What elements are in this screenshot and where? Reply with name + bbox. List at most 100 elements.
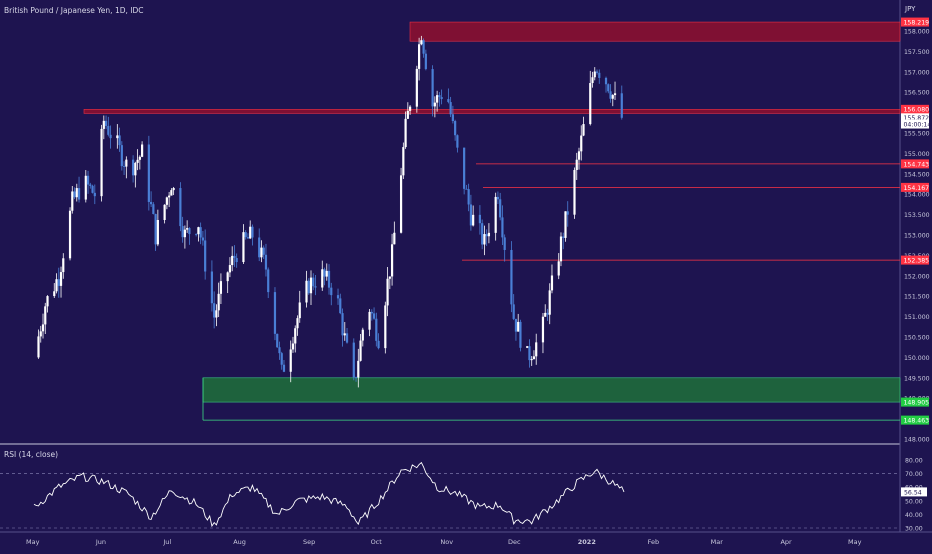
candle[interactable] (201, 231, 205, 246)
candle[interactable] (231, 246, 234, 272)
candle[interactable] (535, 333, 538, 365)
candle[interactable] (449, 96, 452, 118)
candle[interactable] (71, 186, 74, 214)
price-marker-3[interactable]: 04:00:14 (901, 119, 931, 129)
candle[interactable] (138, 155, 141, 170)
candle[interactable] (469, 194, 472, 231)
candle[interactable] (244, 230, 247, 240)
candle[interactable] (104, 115, 108, 130)
rsi-line[interactable] (33, 461, 625, 528)
candle[interactable] (566, 201, 569, 227)
candle[interactable] (345, 327, 349, 344)
candle[interactable] (210, 260, 214, 312)
candle[interactable] (580, 125, 583, 161)
candle[interactable] (546, 308, 549, 321)
candle[interactable] (370, 309, 373, 321)
candle[interactable] (156, 209, 159, 247)
candle[interactable] (607, 83, 610, 94)
candle[interactable] (291, 336, 295, 353)
candle[interactable] (408, 105, 412, 115)
candle[interactable] (598, 69, 601, 84)
candle[interactable] (136, 149, 139, 171)
candle[interactable] (109, 125, 112, 149)
candle[interactable] (503, 234, 506, 262)
candle[interactable] (116, 124, 119, 149)
candle[interactable] (262, 245, 265, 260)
candle[interactable] (73, 187, 76, 200)
candle[interactable] (120, 141, 123, 171)
candle[interactable] (289, 340, 292, 383)
candle[interactable] (438, 92, 441, 107)
candle[interactable] (406, 102, 409, 120)
symbol-title[interactable]: British Pound / Japanese Yen, 1D, IDC (4, 6, 144, 15)
candle[interactable] (422, 38, 425, 58)
candle[interactable] (59, 266, 63, 298)
candle[interactable] (544, 304, 547, 317)
price-marker-4[interactable]: 154.743 (901, 159, 929, 169)
candle[interactable] (562, 232, 565, 250)
candle[interactable] (496, 191, 500, 204)
price-marker-0[interactable]: 158.219 (901, 17, 929, 27)
candle[interactable] (359, 333, 362, 362)
candle[interactable] (456, 134, 459, 153)
candle[interactable] (336, 288, 340, 305)
candle[interactable] (436, 90, 439, 112)
candle[interactable] (352, 338, 355, 381)
candle[interactable] (343, 322, 346, 341)
candle[interactable] (309, 270, 313, 306)
candle[interactable] (375, 312, 378, 347)
candle[interactable] (170, 188, 173, 196)
candle[interactable] (514, 318, 518, 341)
candle[interactable] (228, 257, 232, 278)
candle[interactable] (84, 170, 87, 203)
price-marker-5[interactable]: 154.167 (901, 182, 929, 192)
candle[interactable] (620, 85, 623, 120)
candle[interactable] (528, 339, 531, 368)
candle[interactable] (465, 184, 468, 190)
candle[interactable] (179, 182, 182, 232)
candle[interactable] (589, 70, 592, 126)
candle[interactable] (37, 329, 40, 359)
price-axis[interactable]: 158.000157.500157.000156.500156.000155.5… (901, 17, 931, 444)
candle[interactable] (591, 71, 594, 88)
candle[interactable] (77, 176, 81, 203)
candle[interactable] (321, 260, 324, 291)
candle[interactable] (325, 263, 328, 281)
candle[interactable] (327, 264, 331, 295)
candle[interactable] (384, 301, 387, 354)
candle[interactable] (197, 226, 200, 242)
candle[interactable] (246, 233, 250, 239)
candle[interactable] (517, 313, 520, 332)
candle[interactable] (483, 225, 486, 256)
candle[interactable] (125, 156, 128, 179)
candle[interactable] (307, 278, 310, 295)
candle[interactable] (575, 152, 578, 180)
candle[interactable] (390, 233, 394, 286)
candle[interactable] (267, 267, 270, 299)
candle[interactable] (242, 224, 245, 264)
candle[interactable] (388, 276, 391, 290)
candle[interactable] (339, 293, 342, 315)
candle[interactable] (294, 325, 297, 353)
price-marker-1[interactable]: 156.080 (901, 104, 929, 114)
candle[interactable] (604, 76, 608, 93)
candle[interactable] (510, 241, 513, 313)
candle[interactable] (249, 220, 252, 239)
candle[interactable] (573, 167, 576, 219)
candle[interactable] (226, 271, 229, 294)
candle[interactable] (134, 161, 137, 188)
candle[interactable] (559, 232, 563, 267)
candle[interactable] (233, 245, 236, 267)
candle[interactable] (273, 287, 277, 341)
candle[interactable] (541, 313, 545, 354)
candle[interactable] (140, 141, 144, 158)
candle[interactable] (102, 115, 105, 140)
candle[interactable] (258, 228, 261, 262)
candle[interactable] (377, 333, 380, 350)
candle[interactable] (478, 205, 482, 235)
candle[interactable] (172, 186, 175, 196)
candle[interactable] (519, 319, 522, 352)
candle[interactable] (472, 205, 475, 227)
candle[interactable] (150, 191, 153, 208)
candle[interactable] (122, 161, 126, 175)
